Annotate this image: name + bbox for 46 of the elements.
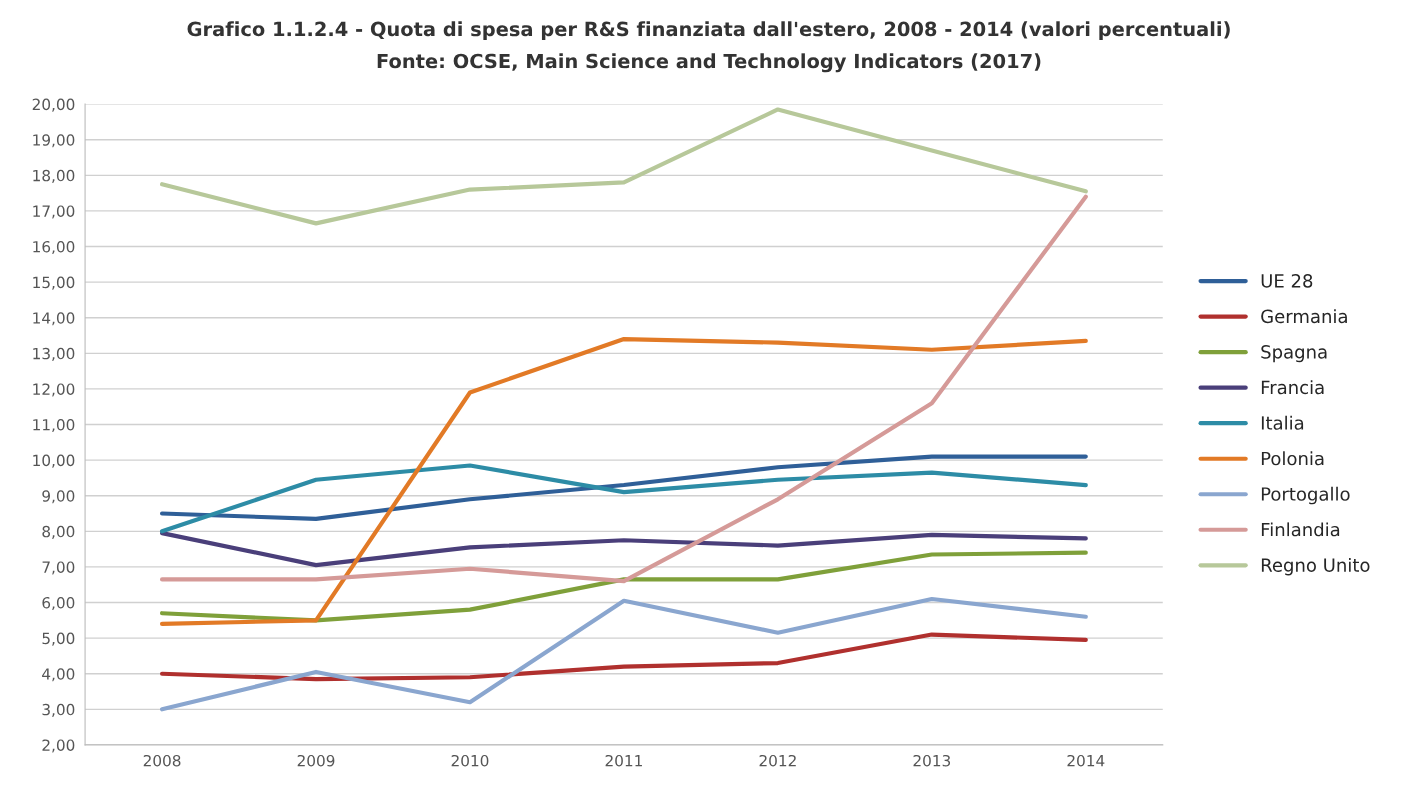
y-tick-label: 3,00: [42, 703, 75, 717]
legend-label: Portogallo: [1261, 486, 1350, 505]
x-tick-label: 2012: [759, 754, 796, 767]
y-tick-label: 12,00: [33, 383, 75, 397]
y-tick-label: 13,00: [33, 347, 75, 361]
y-tick-label: 19,00: [33, 134, 75, 148]
x-tick-label: 2009: [297, 754, 335, 767]
y-tick-label: 11,00: [33, 419, 75, 433]
y-tick-label: 5,00: [42, 632, 75, 646]
legend-label: Germania: [1261, 309, 1347, 324]
y-tick-label: 9,00: [42, 490, 75, 504]
x-tick-label: 2010: [451, 754, 489, 767]
line-series: [159, 632, 1088, 682]
y-tick-label: 8,00: [42, 525, 75, 539]
y-tick-label: 4,00: [42, 668, 75, 682]
line-series: [159, 463, 1088, 534]
x-tick-label: 2013: [913, 754, 951, 767]
legend-label: Francia: [1261, 380, 1324, 395]
y-tick-label: 18,00: [33, 169, 75, 183]
legend-label: Spagna: [1261, 345, 1327, 363]
line-series: [159, 454, 1088, 521]
y-tick-label: 10,00: [33, 454, 75, 468]
y-tick-label: 20,00: [32, 98, 75, 112]
legend-label: Italia: [1261, 415, 1304, 430]
legend-label: Finlandia: [1261, 522, 1340, 537]
y-tick-label: 7,00: [42, 561, 75, 575]
y-tick-label: 2,00: [42, 739, 75, 753]
y-tick-label: 14,00: [33, 312, 75, 326]
y-tick-label: 17,00: [33, 205, 75, 219]
line-series: [159, 550, 1088, 623]
legend-label: UE 28: [1261, 273, 1313, 288]
legend-label: Polonia: [1261, 451, 1324, 466]
x-tick-label: 2014: [1067, 754, 1105, 767]
line-series: [159, 194, 1088, 584]
line-series: [159, 107, 1088, 226]
chart-subtitle: Fonte: OCSE, Main Science and Technology Indicators (2017): [377, 53, 1041, 73]
line-series: [159, 596, 1088, 712]
chart-title: Grafico 1.1.2.4 - Quota di spesa per R&S finanziata dall'estero, 2008 - 2014 (valori percentuali): [187, 21, 1230, 41]
line-series: [159, 337, 1088, 626]
y-tick-label: 6,00: [42, 597, 75, 611]
line-series: [159, 531, 1088, 568]
y-tick-label: 15,00: [33, 276, 75, 290]
legend-label: Regno Unito: [1261, 557, 1370, 576]
x-tick-label: 2008: [143, 754, 181, 767]
x-tick-label: 2011: [605, 754, 642, 767]
y-tick-label: 16,00: [33, 241, 75, 255]
